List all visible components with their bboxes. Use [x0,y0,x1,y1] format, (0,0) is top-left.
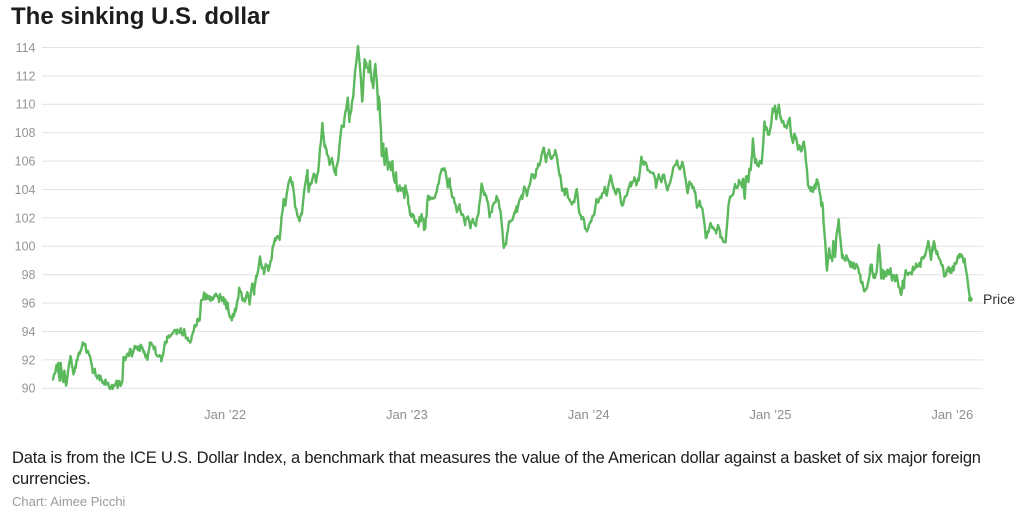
svg-text:Jan ’23: Jan ’23 [386,407,428,422]
svg-text:102: 102 [15,211,36,225]
svg-text:104: 104 [15,183,36,197]
svg-text:112: 112 [16,69,36,83]
svg-text:Price: Price [983,291,1015,307]
svg-text:106: 106 [15,155,36,169]
svg-text:110: 110 [16,98,36,112]
svg-text:Jan ’22: Jan ’22 [204,407,246,422]
svg-text:100: 100 [15,240,36,254]
svg-text:Jan ’24: Jan ’24 [568,407,610,422]
svg-text:Jan ’26: Jan ’26 [931,407,973,422]
svg-text:108: 108 [15,126,36,140]
svg-text:96: 96 [22,297,36,311]
svg-text:98: 98 [22,268,36,282]
svg-text:114: 114 [16,41,36,55]
svg-text:Jan ’25: Jan ’25 [750,407,792,422]
svg-text:92: 92 [22,353,36,367]
svg-text:90: 90 [22,382,36,396]
svg-text:94: 94 [22,325,36,339]
